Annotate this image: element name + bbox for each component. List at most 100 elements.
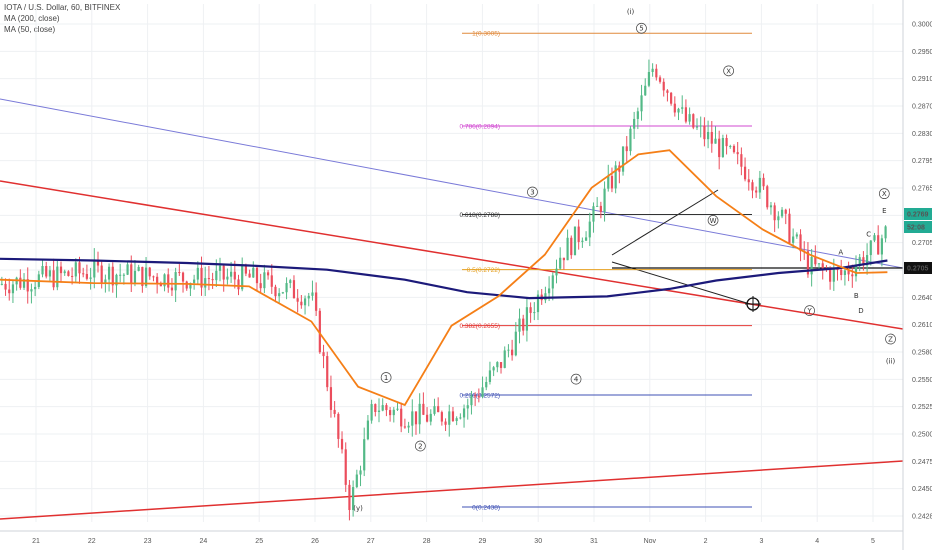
candle-body — [259, 283, 262, 289]
candle-body — [817, 263, 821, 265]
x-tick-label: 23 — [144, 538, 152, 545]
candle-body — [725, 138, 728, 147]
fib-label: 0.236(0.2572) — [460, 393, 500, 400]
candle-body — [522, 318, 525, 331]
y-tick-label: 0.2765 — [912, 186, 932, 193]
wave-label: (y) — [353, 504, 363, 512]
candle-body — [566, 237, 569, 261]
candle-body — [148, 267, 151, 277]
candle-body — [721, 138, 724, 158]
candle-body — [414, 411, 418, 425]
red-support-line — [0, 460, 904, 520]
candle-body — [651, 68, 654, 72]
candle-body — [529, 307, 532, 313]
candle-body — [806, 251, 810, 275]
x-tick-label: 4 — [815, 538, 819, 545]
y-tick-label: 0.2910 — [912, 76, 932, 83]
wave-label: (ii) — [886, 357, 896, 365]
wave-label: 1 — [384, 374, 388, 382]
candle-body — [34, 286, 37, 290]
candle-body — [255, 267, 259, 284]
candle-body — [400, 408, 403, 427]
candle-body — [159, 283, 162, 287]
wave-circle — [723, 65, 734, 77]
candle-body — [93, 259, 96, 278]
candle-body — [340, 438, 344, 450]
candle-body — [211, 279, 214, 281]
candle-body — [769, 205, 773, 208]
candle-body — [130, 264, 133, 284]
candle-body — [858, 257, 861, 266]
candle-body — [440, 412, 443, 422]
candle-body — [706, 131, 710, 140]
candle-body — [862, 257, 865, 266]
candle-body — [792, 236, 795, 243]
candle-body — [403, 426, 406, 428]
candle-body — [189, 282, 192, 289]
candle-body — [710, 131, 713, 144]
candle-body — [274, 286, 277, 297]
candle-body — [4, 283, 7, 290]
candle-body — [485, 381, 488, 388]
candle-body — [233, 271, 236, 280]
candle-body — [333, 409, 336, 414]
candle-body — [773, 205, 776, 221]
candle-body — [614, 165, 617, 189]
candle-body — [492, 367, 495, 371]
candle-body — [644, 85, 647, 96]
candle-body — [111, 266, 114, 286]
candle-body — [555, 268, 558, 276]
candle-body — [237, 279, 240, 290]
candle-body — [673, 103, 676, 113]
candle-body — [647, 71, 651, 86]
candle-body — [499, 362, 503, 368]
candle-body — [847, 270, 850, 275]
x-tick-label: 31 — [590, 538, 598, 545]
candle-body — [22, 279, 26, 288]
candle-body — [78, 262, 81, 274]
candle-body — [115, 274, 118, 286]
fib-label: 0.382(0.2655) — [460, 323, 500, 330]
wave-circle — [707, 215, 719, 226]
candle-body — [285, 283, 288, 293]
wave-circle — [570, 373, 582, 385]
candle-body — [56, 266, 59, 288]
candle-body — [629, 128, 632, 152]
candle-body — [411, 411, 414, 426]
y-tick-label: 0.2950 — [912, 49, 932, 56]
candle-body — [869, 240, 872, 256]
candle-body — [584, 237, 588, 241]
candle-body — [677, 108, 680, 113]
candle-body — [200, 267, 203, 288]
legend-title: IOTA / U.S. Dollar, 60, BITFINEX — [4, 3, 121, 12]
candle-body — [670, 92, 673, 104]
fib-label: 0.5(0.2722) — [467, 267, 500, 274]
candle-body — [747, 179, 750, 183]
wave-label: D — [858, 307, 863, 315]
candle-body — [352, 487, 355, 511]
candle-body — [714, 138, 717, 144]
wave-label: E — [882, 207, 886, 215]
candle-body — [688, 114, 691, 122]
candle-body — [41, 266, 44, 275]
candle-body — [318, 310, 321, 353]
candle-body — [381, 405, 384, 411]
candle-body — [581, 240, 584, 242]
candle-body — [248, 273, 251, 278]
wave-label: X — [882, 190, 887, 198]
candle-body — [374, 404, 377, 412]
candle-body — [63, 271, 66, 274]
candle-body — [703, 125, 706, 140]
candle-body — [207, 278, 211, 280]
candle-body — [289, 280, 292, 284]
candle-body — [67, 271, 70, 276]
x-tick-label: 27 — [367, 538, 375, 545]
candle-body — [459, 417, 462, 419]
candle-body — [104, 279, 107, 284]
candle-body — [122, 274, 125, 276]
candle-body — [880, 238, 883, 255]
x-tick-label: 30 — [534, 538, 542, 545]
candle-body — [174, 272, 177, 291]
candle-body — [840, 269, 843, 276]
